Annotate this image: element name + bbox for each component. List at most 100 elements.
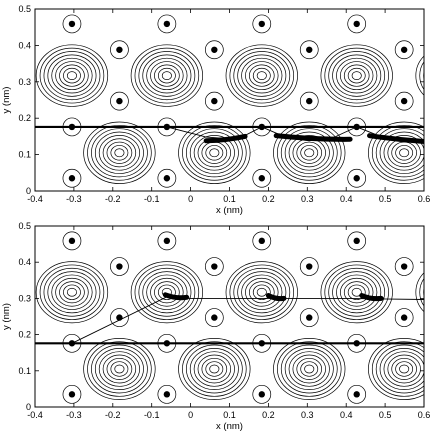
contour-line [205, 361, 224, 377]
contour-line [63, 284, 81, 300]
contour-line [343, 64, 370, 87]
contour-line [245, 277, 279, 307]
contour-line [102, 138, 137, 168]
y-tick-label: 0.2 [18, 113, 31, 123]
contour-set [320, 261, 393, 324]
site-point [353, 175, 360, 182]
contour-set [178, 338, 251, 400]
site-point [353, 20, 360, 28]
x-axis-label: x (nm) [216, 421, 243, 432]
contour-line [225, 261, 298, 324]
contour-line [51, 274, 93, 310]
contour-line [320, 44, 393, 107]
contour-line [399, 364, 410, 374]
x-tick-label: -0.2 [105, 194, 121, 204]
trajectory-segment [265, 293, 287, 302]
trajectory-segment [203, 133, 248, 144]
y-axis-label: y (nm) [1, 303, 12, 330]
site-point [163, 175, 171, 182]
site-point [116, 97, 123, 105]
site-contour [110, 257, 129, 276]
y-tick-label: 0 [26, 186, 31, 196]
contour-line [66, 71, 77, 80]
contour-line [154, 64, 180, 87]
contour-line [185, 128, 243, 178]
contour-line [248, 64, 275, 87]
contour-line [368, 338, 424, 400]
x-tick-label: 0 [188, 410, 193, 420]
x-tick-label: 0.3 [301, 410, 314, 420]
contour-line [91, 344, 148, 394]
contour-set [273, 121, 346, 184]
contour-line [296, 141, 323, 164]
contour-line [332, 54, 382, 97]
site-point [116, 263, 123, 270]
contour-line [368, 121, 424, 184]
contour-line [229, 264, 295, 320]
contour-line [375, 128, 424, 178]
x-tick-label: 0.1 [223, 194, 236, 204]
y-tick-label: 0.3 [18, 293, 31, 303]
contour-line [304, 148, 315, 158]
x-tick-label: 0.6 [418, 410, 431, 420]
site-contour [347, 384, 367, 404]
y-tick-label: 0.5 [18, 221, 31, 231]
contour-set [130, 261, 204, 324]
contour-line [150, 61, 184, 91]
contour-line [83, 121, 156, 184]
contour-line [102, 354, 137, 384]
contour-line [130, 261, 204, 324]
contour-line [94, 347, 144, 390]
site-contour [204, 40, 224, 60]
site-point [211, 314, 218, 321]
site-point [400, 263, 408, 270]
contour-line [428, 272, 436, 313]
contour-set [225, 261, 298, 324]
site-point [258, 391, 265, 398]
contour-line [146, 57, 188, 94]
site-point [68, 20, 76, 28]
contour-line [336, 274, 378, 310]
contour-line [134, 47, 200, 104]
x-tick-label: 0.4 [340, 194, 353, 204]
plot-area [35, 14, 424, 188]
contour-line [347, 284, 366, 300]
contour-line [273, 338, 346, 400]
contour-line [280, 344, 338, 394]
site-point [306, 97, 313, 105]
contour-line [106, 141, 133, 164]
contour-line [130, 44, 204, 107]
site-point [306, 314, 313, 321]
contour-line [292, 354, 326, 384]
site-contour [299, 308, 319, 327]
contour-line [47, 54, 97, 97]
contour-line [110, 361, 129, 377]
site-contour [394, 40, 414, 60]
contour-line [66, 287, 77, 297]
contour-line [55, 277, 89, 307]
contour-line [276, 341, 342, 397]
site-contour [110, 40, 129, 60]
y-tick-label: 0.4 [18, 257, 31, 267]
contour-line [154, 281, 180, 304]
contour-line [351, 287, 362, 297]
contour-line [87, 124, 152, 181]
contour-line [51, 57, 93, 94]
contour-line [47, 271, 97, 314]
contour-line [43, 267, 101, 317]
contour-line [229, 47, 295, 104]
contour-line [39, 47, 105, 104]
contour-line [205, 145, 224, 161]
contour-set [130, 44, 204, 107]
contour-line [138, 51, 196, 101]
contour-line [241, 274, 283, 310]
contour-line [288, 135, 330, 171]
contour-line [383, 351, 424, 387]
contour-line [178, 121, 251, 184]
contour-line [142, 271, 192, 314]
x-tick-label: 0.2 [262, 410, 275, 420]
y-tick-label: 0.1 [18, 150, 31, 160]
site-contour [299, 91, 319, 111]
contour-line [340, 61, 374, 91]
